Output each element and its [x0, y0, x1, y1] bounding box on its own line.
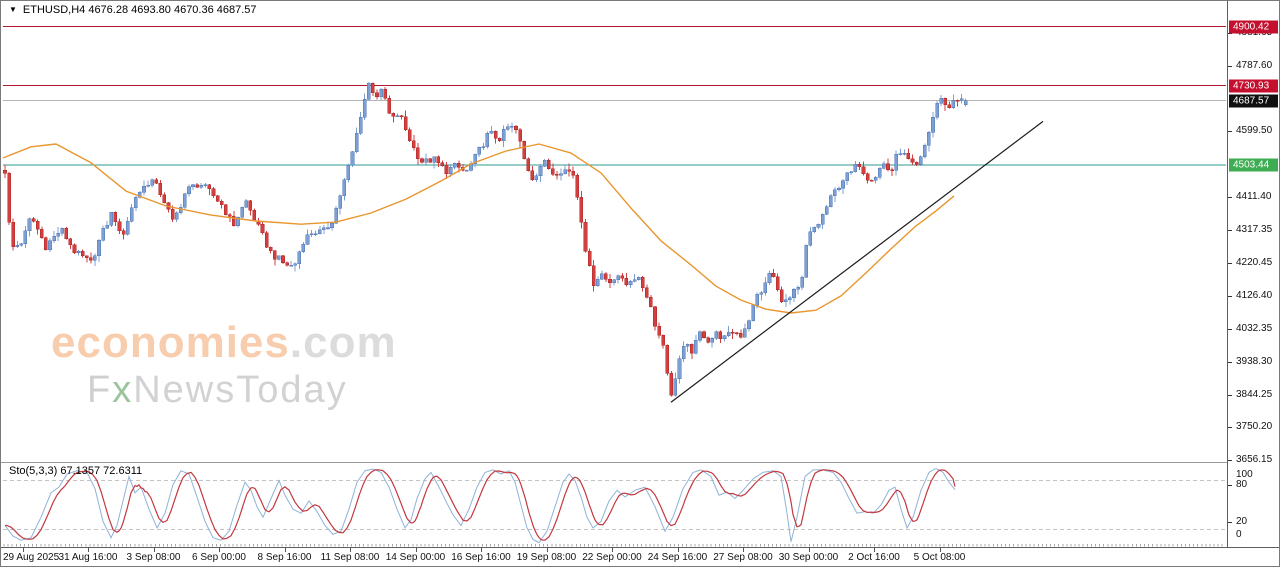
date-label: 29 Aug 2025: [3, 552, 60, 563]
price-tick-label: 3656.15: [1228, 454, 1279, 466]
price-tick-label: 4220.45: [1228, 257, 1279, 269]
date-tick: [546, 548, 548, 552]
date-tick: [939, 548, 941, 552]
date-tick: [612, 548, 613, 552]
stochastic-scale-label: 80: [1228, 479, 1279, 491]
trendline: [670, 120, 1044, 403]
date-label: 24 Sep 16:00: [647, 552, 708, 563]
symbol-dropdown-icon[interactable]: ▼: [9, 5, 17, 14]
date-axis[interactable]: 29 Aug 2025 31 Aug 16:00 3 Sep 08:00 6 Sep …: [1, 547, 1279, 566]
price-tick-label: 4787.60: [1228, 60, 1279, 72]
date-tick: [743, 548, 744, 552]
price-level-badge: 4730.93: [1229, 79, 1278, 92]
date-label: 31 Aug 16:00: [58, 552, 118, 563]
watermark-domain-suffix: .com: [289, 318, 397, 367]
candlestick-series: [3, 82, 968, 397]
date-tick: [677, 548, 679, 552]
watermark-line1: economies.com: [51, 321, 397, 365]
price-tick-label: 4599.50: [1228, 125, 1279, 137]
date-label: 16 Sep 16:00: [451, 552, 511, 563]
stochastic-guides: [3, 480, 1226, 531]
watermark-line2: FxNewsToday: [87, 369, 348, 411]
date-tick: [808, 548, 810, 552]
watermark: economies.com FxNewsToday: [51, 321, 397, 411]
stochastic-scale-label: 0: [1236, 528, 1242, 540]
date-label: 2 Oct 16:00: [848, 552, 900, 563]
date-label: 14 Sep 00:00: [385, 552, 446, 563]
date-label: 11 Sep 08:00: [320, 552, 380, 563]
price-tick-label: 4317.35: [1228, 224, 1279, 236]
date-tick: [153, 548, 155, 552]
date-tick: [88, 548, 89, 552]
price-level-badge: 4687.57: [1229, 94, 1278, 108]
date-tick: [219, 548, 220, 552]
stochastic-k-line: [4, 468, 956, 544]
date-label: 6 Sep 00:00: [192, 552, 246, 563]
price-tick-label: 3938.30: [1228, 356, 1279, 368]
date-tick: [22, 548, 24, 552]
moving-average-line: [2, 143, 955, 314]
date-tick: [415, 548, 417, 552]
price-level-badge: 4900.42: [1229, 20, 1278, 33]
price-level-lines: [3, 25, 1226, 166]
price-tick-label: 4411.40: [1228, 191, 1279, 203]
symbol-ohlc-title: ETHUSD,H4 4676.28 4693.80 4670.36 4687.5…: [22, 4, 257, 16]
price-tick-label: 4032.35: [1228, 323, 1279, 335]
watermark-brand: economies: [51, 318, 290, 367]
price-tick-label: 4126.40: [1228, 290, 1279, 302]
symbol-title-bar: ▼ ETHUSD,H4 4676.28 4693.80 4670.36 4687.…: [9, 4, 257, 16]
price-level-badge: 4503.44: [1229, 158, 1278, 172]
date-label: 8 Sep 16:00: [257, 552, 312, 563]
stochastic-scale-label: 100: [1236, 469, 1253, 481]
date-tick: [350, 548, 351, 552]
stochastic-scale-label: 20: [1228, 516, 1279, 528]
minor-tick-band: [3, 544, 1223, 547]
price-tick-label: 3844.25: [1228, 389, 1279, 401]
date-tick: [874, 548, 875, 552]
price-tick-label: 3750.20: [1228, 421, 1279, 433]
date-tick: [481, 548, 482, 552]
date-label: 3 Sep 08:00: [126, 552, 181, 563]
date-tick: [284, 548, 286, 552]
indicator-label: Sto(5,3,3) 67.1357 72.6311: [9, 465, 143, 477]
date-label: 30 Sep 00:00: [778, 552, 839, 563]
date-label: 27 Sep 08:00: [713, 552, 773, 563]
date-label: 22 Sep 00:00: [582, 552, 642, 563]
date-label: 19 Sep 08:00: [516, 552, 577, 563]
stochastic-d-line: [5, 469, 956, 541]
date-label: 5 Oct 08:00: [913, 552, 966, 563]
price-scale[interactable]: 4881.654787.604599.504411.404317.354220.…: [1227, 1, 1279, 547]
